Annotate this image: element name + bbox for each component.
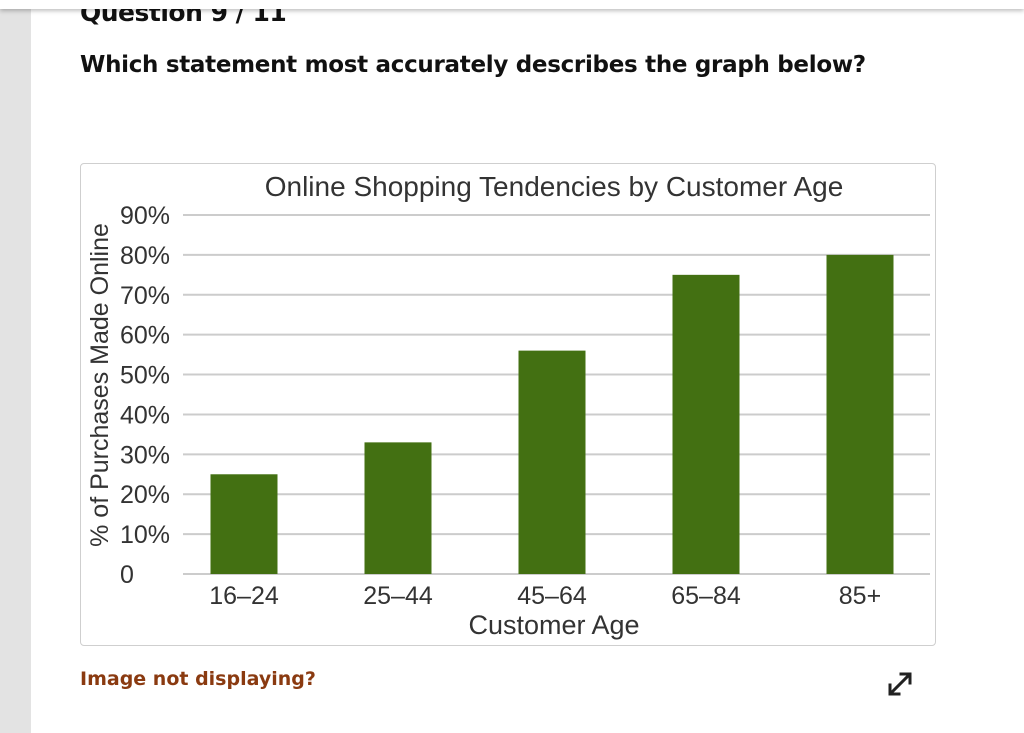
bar-16–24 [210, 474, 278, 574]
bar-25–44 [364, 442, 432, 574]
bar-65–84 [672, 274, 740, 574]
y-tick-label: 80% [120, 242, 170, 270]
image-not-displaying-link[interactable]: Image not displaying? [80, 668, 316, 690]
x-tick-label: 65–84 [671, 582, 741, 610]
y-tick-label: 20% [120, 481, 170, 509]
x-tick-label: 25–44 [363, 582, 433, 610]
bar-45–64 [518, 350, 586, 574]
y-axis-title: % of Purchases Made Online [86, 223, 114, 547]
y-tick-label: 70% [120, 282, 170, 310]
y-tick-label: 30% [120, 441, 170, 469]
top-bar [0, 0, 1024, 9]
left-gutter [0, 0, 31, 733]
y-tick-label: 90% [120, 202, 170, 230]
y-tick-label: 60% [120, 322, 170, 350]
question-text: Which statement most accurately describe… [80, 52, 866, 78]
expand-icon[interactable] [884, 668, 916, 700]
chart-title: Online Shopping Tendencies by Customer A… [265, 171, 844, 202]
bar-85+ [826, 254, 894, 574]
y-tick-label: 50% [120, 362, 170, 390]
x-tick-label: 45–64 [517, 582, 587, 610]
x-axis-title: Customer Age [468, 610, 639, 640]
x-tick-label: 85+ [839, 582, 881, 610]
y-tick-label: 40% [120, 401, 170, 429]
y-tick-label: 0 [120, 561, 134, 589]
y-tick-label: 10% [120, 521, 170, 549]
x-tick-label: 16–24 [209, 582, 279, 610]
